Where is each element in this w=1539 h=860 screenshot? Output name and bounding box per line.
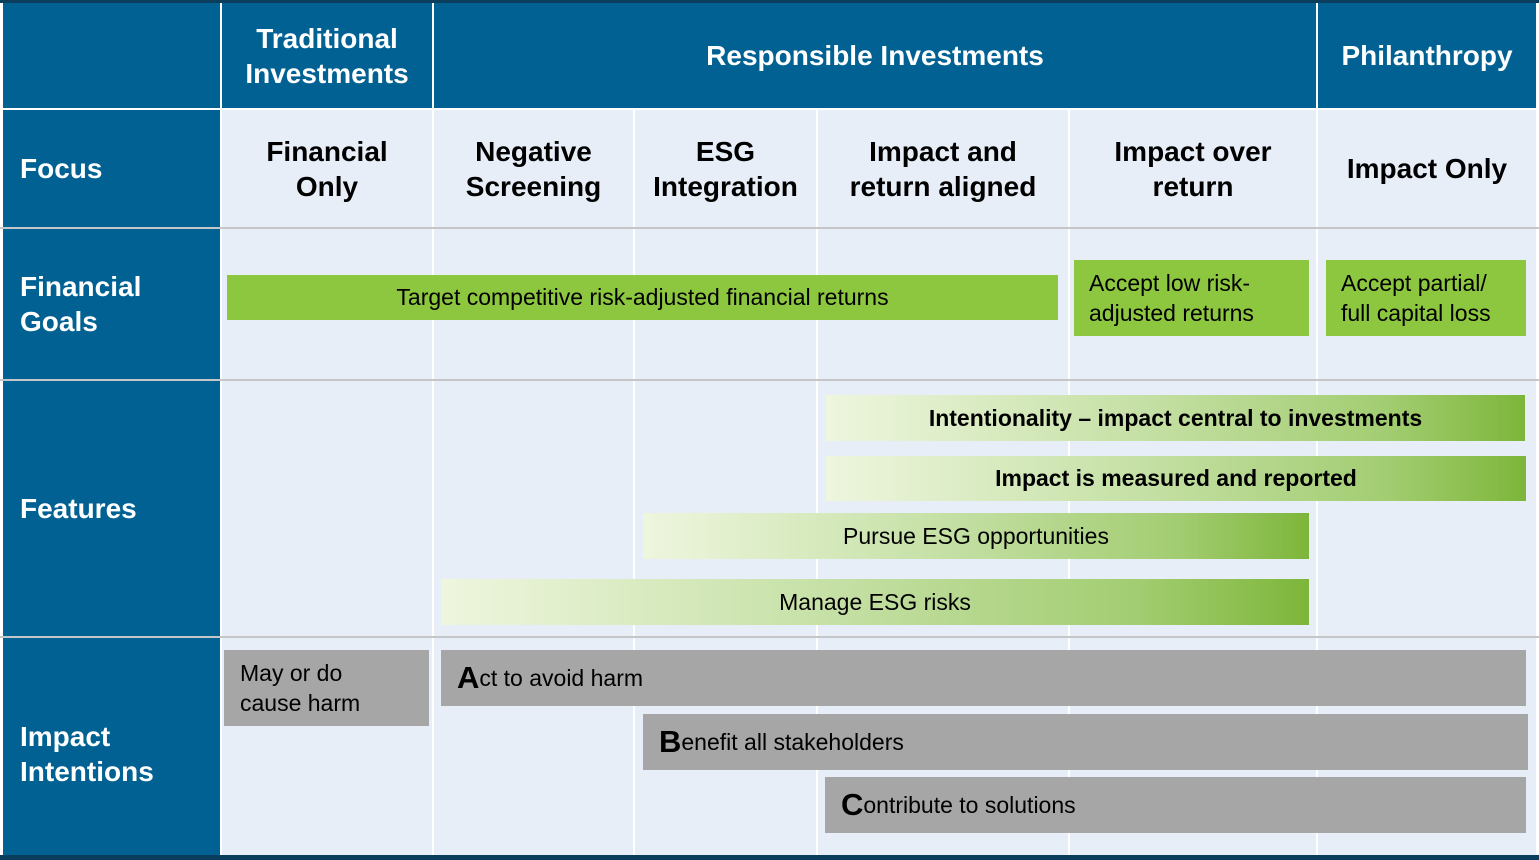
focus-impact-only: Impact Only (1346, 153, 1508, 184)
header-responsible: Responsible Investments (434, 3, 1316, 108)
row-divider (0, 227, 1539, 229)
impact-text: ontribute to solutions (863, 791, 1076, 818)
row-label-focus: Focus (3, 110, 220, 227)
feature-intentionality: Intentionality – impact central to inves… (826, 395, 1525, 441)
impact-text: ct to avoid harm (479, 664, 644, 691)
col-divider (816, 110, 818, 855)
header-philanthropy: Philanthropy (1318, 3, 1536, 108)
header-corner (3, 3, 220, 108)
goal-competitive-returns: Target competitive risk-adjusted financi… (227, 275, 1058, 320)
impact-cause-harm: May or do cause harm (224, 650, 429, 726)
row-divider (0, 636, 1539, 638)
feature-manage-esg: Manage ESG risks (441, 579, 1309, 625)
goal-capital-loss: Accept partial/ full capital loss (1326, 260, 1526, 336)
initial-letter: A (457, 660, 480, 695)
focus-esg-integration: ESG Integration (653, 135, 798, 202)
row-label-impact-intentions: Impact Intentions (3, 638, 220, 855)
impact-text: enefit all stakeholders (681, 728, 904, 755)
initial-letter: C (841, 787, 864, 822)
initial-letter: B (659, 724, 682, 759)
feature-pursue-esg: Pursue ESG opportunities (643, 513, 1309, 559)
header-traditional: Traditional Investments (222, 3, 432, 108)
focus-impact-over-return: Impact over return (1114, 135, 1272, 202)
goal-low-returns: Accept low risk-adjusted returns (1074, 260, 1309, 336)
feature-measured-reported: Impact is measured and reported (826, 456, 1526, 501)
row-divider (0, 379, 1539, 381)
col-divider (432, 110, 434, 855)
row-label-financial-goals: Financial Goals (3, 229, 220, 379)
focus-financial-only: Financial Only (266, 135, 388, 202)
focus-impact-return-aligned: Impact and return aligned (849, 135, 1037, 202)
focus-negative-screening: Negative Screening (465, 135, 602, 202)
col-divider (633, 110, 635, 855)
bottom-border (0, 855, 1539, 860)
row-label-features: Features (3, 381, 220, 636)
top-border (0, 0, 1539, 3)
